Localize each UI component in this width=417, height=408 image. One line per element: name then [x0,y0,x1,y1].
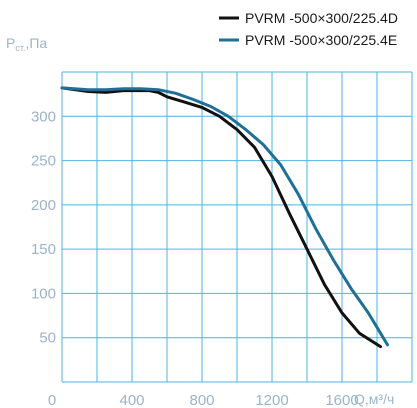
legend-label-1: PVRM -500×300/225.4D [245,10,398,26]
y-tick-label: 100 [31,285,56,302]
legend: PVRM -500×300/225.4D PVRM -500×300/225.4E [219,10,398,48]
y-tick-label: 300 [31,108,56,125]
y-tick-label: 50 [39,330,56,347]
y-axis-title-subscript: ст. [15,43,25,53]
y-tick-label: 200 [31,197,56,214]
x-tick-label: 800 [189,392,214,408]
series-lines [60,86,389,349]
x-tick-label: 0 [48,392,56,408]
x-tick-labels: 0 400 800 1200 1600 [48,392,359,408]
x-axis-title: Q,м³/ч [354,391,394,407]
legend-label-2: PVRM -500×300/225.4E [245,32,397,48]
x-tick-label: 400 [119,392,144,408]
y-tick-label: 250 [31,153,56,170]
series-line-2 [60,86,389,347]
y-axis-title: Pст.,Па [6,35,47,53]
y-axis-title-unit: ,Па [25,35,47,51]
x-tick-label: 1600 [325,392,358,408]
grid-lines [61,71,413,383]
y-tick-label: 150 [31,241,56,258]
y-tick-labels: 50 100 150 200 250 300 [31,108,56,346]
series-line-1 [60,86,382,349]
x-tick-label: 1200 [255,392,288,408]
